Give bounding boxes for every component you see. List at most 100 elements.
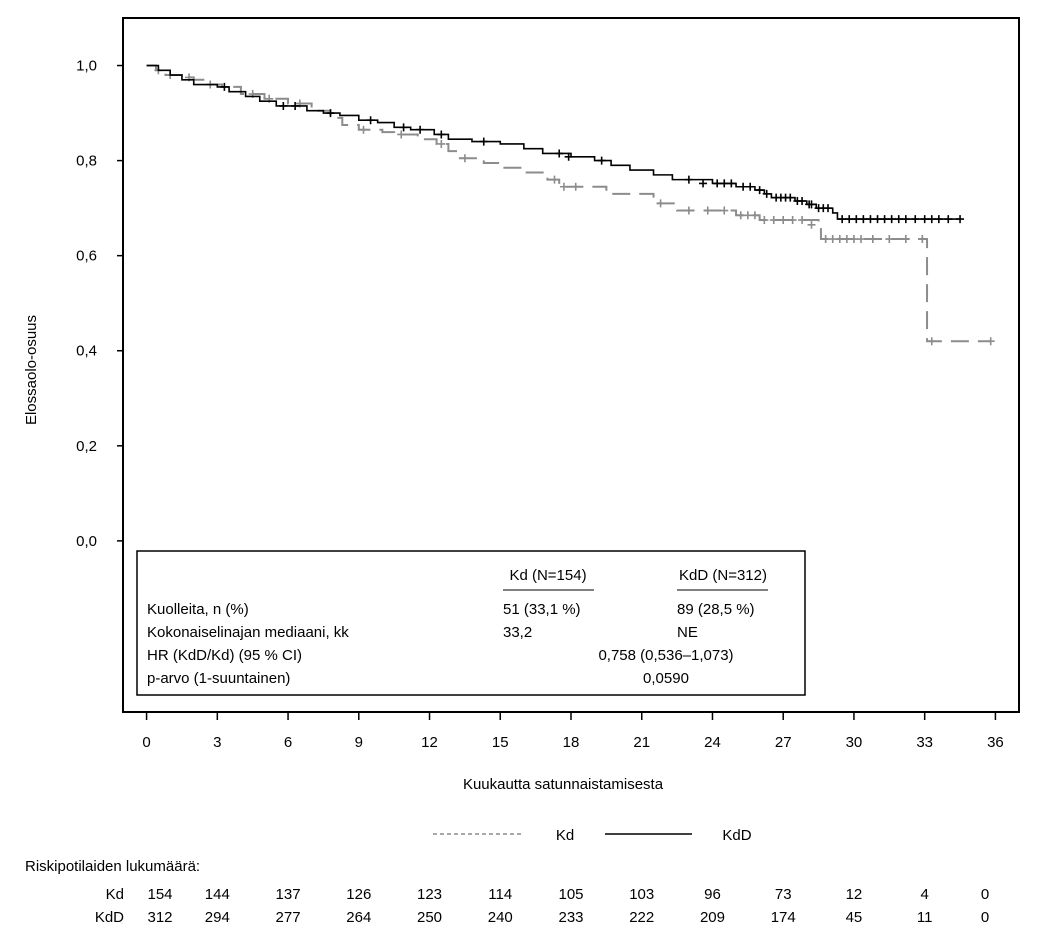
y-axis: 0,0 0,2 0,4 0,6 0,8 1,0 xyxy=(76,58,123,550)
censor-mark-kdd xyxy=(479,137,488,146)
risk-value: 96 xyxy=(704,886,721,903)
risk-value: 73 xyxy=(775,886,792,903)
censor-mark-kdd xyxy=(934,215,943,224)
censor-mark-kd xyxy=(849,235,858,244)
censor-mark-kd xyxy=(397,130,406,139)
censor-mark-kdd xyxy=(699,179,708,188)
censor-mark-kd xyxy=(857,235,866,244)
stats-value: 0,758 (0,536–1,073) xyxy=(598,647,733,664)
censor-mark-kd xyxy=(868,235,877,244)
censor-mark-kdd xyxy=(920,215,929,224)
censor-mark-kdd xyxy=(838,215,847,224)
censor-mark-kdd xyxy=(366,116,375,125)
x-tick-label: 36 xyxy=(987,734,1004,751)
risk-value: 277 xyxy=(276,909,301,926)
risk-value: 174 xyxy=(771,909,796,926)
y-tick-label: 0,6 xyxy=(76,248,97,265)
censor-mark-kdd xyxy=(326,109,335,118)
y-tick-label: 0,0 xyxy=(76,533,97,550)
censor-mark-kd xyxy=(901,235,910,244)
stats-row-label: HR (KdD/Kd) (95 % CI) xyxy=(147,647,302,664)
censor-mark-kdd xyxy=(399,123,408,132)
risk-value: 264 xyxy=(346,909,371,926)
risk-value: 144 xyxy=(205,886,230,903)
censor-mark-kd xyxy=(788,216,797,225)
censor-mark-kd xyxy=(798,216,807,225)
stats-col-header-kdd: KdD (N=312) xyxy=(679,567,767,584)
censor-mark-kdd xyxy=(887,215,896,224)
risk-value: 312 xyxy=(147,909,172,926)
legend-label-kd: Kd xyxy=(556,827,574,844)
censor-mark-kdd xyxy=(220,82,229,91)
x-tick-label: 9 xyxy=(355,734,363,751)
risk-value: 114 xyxy=(488,886,512,903)
censor-mark-kdd xyxy=(279,101,288,110)
censor-mark-kdd xyxy=(564,152,573,161)
stats-row-label: Kokonaiselinajan mediaani, kk xyxy=(147,624,349,641)
censor-mark-kd xyxy=(571,182,580,191)
stats-value: NE xyxy=(677,624,698,641)
risk-value: 11 xyxy=(917,909,933,926)
stats-row-label: p-arvo (1-suuntainen) xyxy=(147,670,290,687)
survival-curves xyxy=(146,64,995,346)
censor-mark-kd xyxy=(918,235,927,244)
x-axis-title: Kuukautta satunnaistamisesta xyxy=(463,776,664,793)
risk-value: 4 xyxy=(921,886,929,903)
censor-mark-kd xyxy=(807,220,816,229)
risk-value: 45 xyxy=(846,909,863,926)
x-tick-label: 0 xyxy=(142,734,150,751)
censor-mark-kdd xyxy=(727,179,736,188)
censor-mark-kdd xyxy=(866,215,875,224)
x-tick-label: 33 xyxy=(916,734,933,751)
risk-table-title: Riskipotilaiden lukumäärä: xyxy=(25,858,200,875)
censor-mark-kdd xyxy=(894,215,903,224)
censor-mark-kdd xyxy=(824,204,833,213)
censor-mark-kd xyxy=(760,216,769,225)
x-tick-label: 21 xyxy=(633,734,650,751)
x-tick-label: 18 xyxy=(563,734,580,751)
censor-mark-kdd xyxy=(684,175,693,184)
censor-mark-kdd xyxy=(555,149,564,158)
risk-row-label: KdD xyxy=(95,909,124,926)
stats-value: 0,0590 xyxy=(643,670,689,687)
censor-mark-kdd xyxy=(901,215,910,224)
censor-mark-kd xyxy=(828,235,837,244)
censor-mark-kd xyxy=(559,182,568,191)
censor-mark-kd xyxy=(460,154,469,163)
risk-value: 222 xyxy=(629,909,654,926)
x-tick-label: 6 xyxy=(284,734,292,751)
risk-value: 250 xyxy=(417,909,442,926)
censor-mark-kd xyxy=(736,211,745,220)
x-tick-label: 15 xyxy=(492,734,509,751)
censor-mark-kd xyxy=(927,337,936,346)
censor-mark-kd xyxy=(986,337,995,346)
risk-value: 103 xyxy=(629,886,654,903)
risk-value: 137 xyxy=(276,886,301,903)
stats-row-label: Kuolleita, n (%) xyxy=(147,601,249,618)
censor-mark-kd xyxy=(750,211,759,220)
censor-mark-kdd xyxy=(845,215,854,224)
censor-mark-kdd xyxy=(739,182,748,191)
censor-mark-kdd xyxy=(416,125,425,134)
risk-value: 0 xyxy=(981,909,989,926)
risk-value: 233 xyxy=(558,909,583,926)
censor-mark-kd xyxy=(821,235,830,244)
x-tick-label: 27 xyxy=(775,734,792,751)
censor-mark-kd xyxy=(779,216,788,225)
censor-mark-kd xyxy=(842,235,851,244)
censor-mark-kdd xyxy=(859,215,868,224)
risk-value: 126 xyxy=(346,886,371,903)
censor-mark-kdd xyxy=(755,186,764,195)
censor-mark-kd xyxy=(437,139,446,148)
censor-mark-kd xyxy=(835,235,844,244)
stats-value: 89 (28,5 %) xyxy=(677,601,755,618)
censor-mark-kdd xyxy=(597,156,606,165)
censor-mark-kd xyxy=(684,206,693,215)
y-tick-label: 0,2 xyxy=(76,438,97,455)
risk-table: Kd 154 144 137 126 123 114 105 103 96 73 12 4 0 KdD 312… xyxy=(95,886,989,926)
stats-col-header-kd: Kd (N=154) xyxy=(509,567,586,584)
censor-mark-kd xyxy=(769,216,778,225)
censor-mark-kd xyxy=(720,206,729,215)
x-tick-label: 24 xyxy=(704,734,721,751)
legend-label-kdd: KdD xyxy=(722,827,751,844)
